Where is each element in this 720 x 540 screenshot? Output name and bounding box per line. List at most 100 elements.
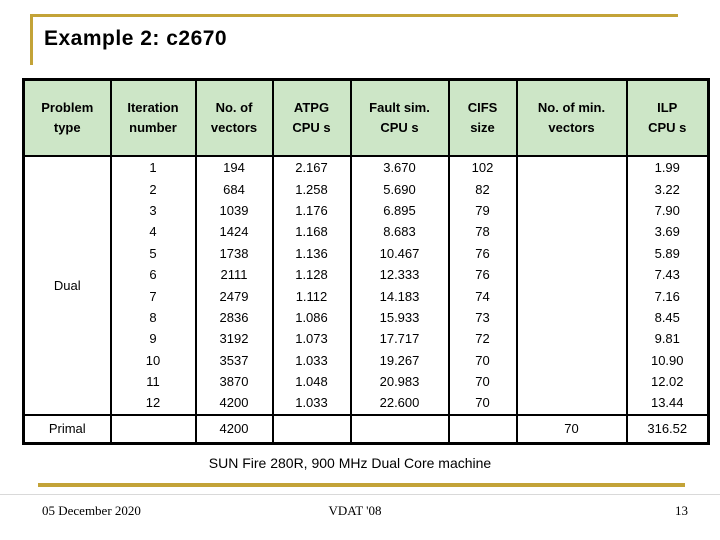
cell-atpg-cpu: 1.168: [271, 221, 352, 243]
cell-atpg-cpu: [271, 413, 352, 444]
cell-min-vectors: 70: [515, 413, 628, 444]
cell-vectors: 3192: [194, 328, 274, 350]
cell-ilp-cpu: 7.16: [625, 285, 710, 307]
cell-ilp-cpu: 7.90: [625, 199, 710, 222]
cell-faultsim-cpu: 3.670: [349, 156, 450, 179]
table-row: 9 3192 1.073 17.717 72 9.81: [24, 328, 710, 350]
cell-faultsim-cpu: 20.983: [349, 370, 450, 393]
cell-vectors: 1424: [194, 221, 274, 243]
cell-ilp-cpu: 3.22: [625, 178, 710, 200]
cell-ilp-cpu: 13.44: [625, 392, 710, 415]
cell-faultsim-cpu: 10.467: [349, 242, 450, 264]
cell-cifs-size: 102: [447, 156, 518, 179]
cell-cifs-size: 78: [447, 221, 518, 243]
header-cifs-size: CIFS size: [447, 79, 518, 157]
cell-iteration: 8: [109, 306, 197, 329]
table-row: 12 4200 1.033 22.600 70 13.44: [24, 392, 710, 415]
cell-min-vectors: [515, 328, 628, 350]
cell-cifs-size: 82: [447, 178, 518, 200]
footer-conference: VDAT '08: [328, 503, 382, 518]
footer-page-number: 13: [675, 503, 688, 518]
header-atpg-cpu: ATPG CPU s: [271, 79, 352, 157]
title-accent-side-bar: [30, 14, 33, 65]
cell-min-vectors: [515, 263, 628, 286]
cell-atpg-cpu: 1.136: [271, 242, 352, 264]
cell-atpg-cpu: 1.128: [271, 263, 352, 286]
table-row: 10 3537 1.033 19.267 70 10.90: [24, 349, 710, 371]
cell-cifs-size: 76: [447, 242, 518, 264]
cell-iteration: [109, 413, 197, 444]
table-row: 4 1424 1.168 8.683 78 3.69: [24, 221, 710, 243]
results-table: Problem type Iteration number No. of vec…: [22, 78, 710, 445]
cell-cifs-size: 74: [447, 285, 518, 307]
cell-faultsim-cpu: 5.690: [349, 178, 450, 200]
cell-faultsim-cpu: 14.183: [349, 285, 450, 307]
cell-ilp-cpu: 10.90: [625, 349, 710, 371]
cell-ilp-cpu: 5.89: [625, 242, 710, 264]
table-row: 5 1738 1.136 10.467 76 5.89: [24, 242, 710, 264]
cell-iteration: 9: [109, 328, 197, 350]
header-no-of-vectors: No. of vectors: [194, 79, 274, 157]
cell-ilp-cpu: 1.99: [625, 156, 710, 179]
cell-atpg-cpu: 1.176: [271, 199, 352, 222]
cell-cifs-size: 70: [447, 370, 518, 393]
header-ilp-cpu: ILP CPU s: [625, 79, 710, 157]
machine-caption: SUN Fire 280R, 900 MHz Dual Core machine: [208, 455, 492, 471]
header-faultsim-cpu: Fault sim. CPU s: [349, 79, 450, 157]
cell-ilp-cpu: 9.81: [625, 328, 710, 350]
cell-iteration: 2: [109, 178, 197, 200]
table-row: 2 684 1.258 5.690 82 3.22: [24, 178, 710, 200]
cell-problem-primal: Primal: [22, 413, 112, 444]
slide-title: Example 2: c2670: [44, 27, 228, 50]
cell-atpg-cpu: 1.073: [271, 328, 352, 350]
header-iteration: Iteration number: [109, 79, 197, 157]
cell-ilp-cpu: 7.43: [625, 263, 710, 286]
table-row: 11 3870 1.048 20.983 70 12.02: [24, 370, 710, 393]
cell-ilp-cpu: 8.45: [625, 306, 710, 329]
cell-vectors: 4200: [194, 392, 274, 415]
cell-min-vectors: [515, 199, 628, 222]
cell-min-vectors: [515, 242, 628, 264]
cell-vectors: 3870: [194, 370, 274, 393]
cell-cifs-size: 70: [447, 392, 518, 415]
cell-atpg-cpu: 1.048: [271, 370, 352, 393]
cell-vectors: 3537: [194, 349, 274, 371]
cell-atpg-cpu: 2.167: [271, 156, 352, 179]
cell-atpg-cpu: 1.258: [271, 178, 352, 200]
header-min-vectors: No. of min. vectors: [515, 79, 628, 157]
cell-cifs-size: 73: [447, 306, 518, 329]
cell-vectors: 4200: [194, 413, 274, 444]
cell-vectors: 2836: [194, 306, 274, 329]
title-accent-top-line: [30, 14, 678, 17]
table-row: Dual 1 194 2.167 3.670 102 1.99: [22, 156, 710, 415]
cell-problem-dual: Dual: [22, 156, 112, 415]
cell-faultsim-cpu: 17.717: [349, 328, 450, 350]
cell-min-vectors: [515, 370, 628, 393]
cell-min-vectors: [515, 156, 628, 179]
cell-iteration: 7: [109, 285, 197, 307]
cell-iteration: 3: [109, 199, 197, 222]
cell-iteration: 11: [109, 370, 197, 393]
cell-min-vectors: [515, 349, 628, 371]
cell-min-vectors: [515, 285, 628, 307]
footer-date: 05 December 2020: [42, 503, 141, 518]
cell-faultsim-cpu: 22.600: [349, 392, 450, 415]
cell-min-vectors: [515, 392, 628, 415]
cell-vectors: 1039: [194, 199, 274, 222]
cell-iteration: 1: [109, 156, 197, 179]
footer-divider-line: [0, 494, 720, 495]
cell-cifs-size: [447, 413, 518, 444]
cell-min-vectors: [515, 178, 628, 200]
cell-ilp-cpu: 12.02: [625, 370, 710, 393]
cell-atpg-cpu: 1.086: [271, 306, 352, 329]
cell-iteration: 12: [109, 392, 197, 415]
cell-iteration: 6: [109, 263, 197, 286]
cell-vectors: 684: [194, 178, 274, 200]
cell-vectors: 194: [194, 156, 274, 179]
cell-cifs-size: 72: [447, 328, 518, 350]
cell-atpg-cpu: 1.033: [271, 349, 352, 371]
table-header-row: Problem type Iteration number No. of vec…: [22, 79, 710, 157]
cell-vectors: 2479: [194, 285, 274, 307]
table-row: 8 2836 1.086 15.933 73 8.45: [24, 306, 710, 329]
